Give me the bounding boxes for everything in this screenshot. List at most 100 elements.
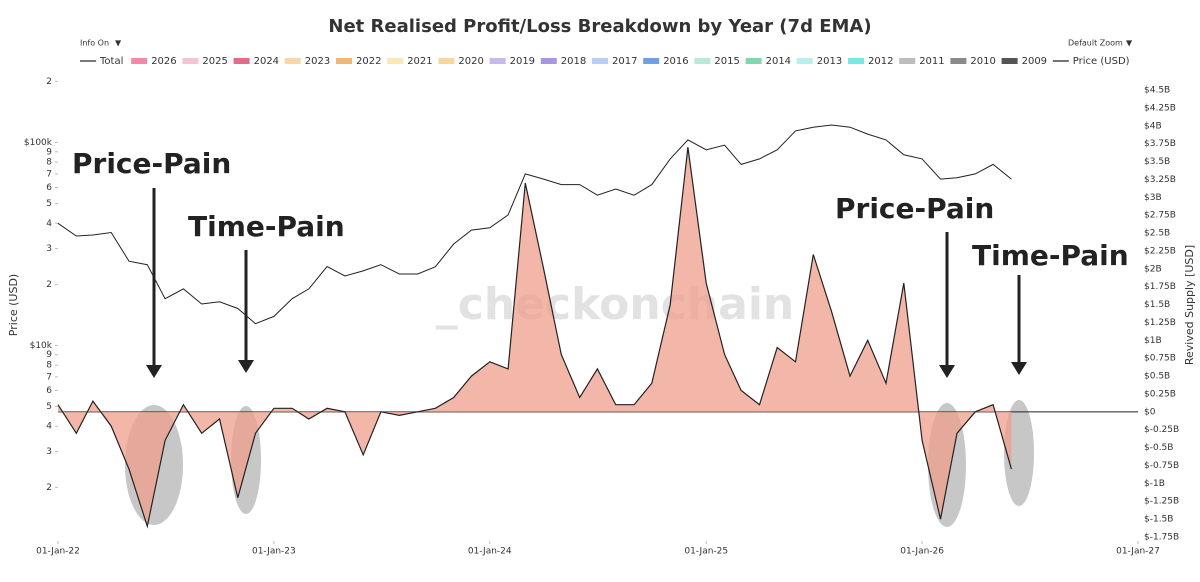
y2-tick-label: $1.25B — [1144, 318, 1176, 328]
legend-swatch — [592, 58, 608, 64]
y2-tick-label: $2.75B — [1144, 211, 1176, 221]
legend-swatch — [489, 58, 506, 64]
highlight — [1004, 400, 1034, 506]
y-tick-label: 2 — [46, 483, 52, 493]
legend-label: 2013 — [817, 56, 842, 67]
y2-tick-label: $-0.25B — [1144, 425, 1179, 435]
legend-label: 2026 — [151, 56, 176, 67]
legend-swatch — [796, 58, 813, 64]
legend-swatch — [438, 58, 455, 64]
y-tick-label: 4 — [46, 219, 52, 229]
legend-swatch — [540, 58, 557, 64]
y2-tick-label: $3.75B — [1144, 139, 1176, 149]
x-tick-label: 01-Jan-23 — [252, 547, 296, 557]
annotation: Price-Pain — [72, 147, 231, 180]
legend-label: 2016 — [663, 56, 688, 67]
legend-label: Price (USD) — [1073, 56, 1130, 67]
watermark: _checkonchain — [436, 279, 794, 330]
zoom-select[interactable]: Default Zoom — [1068, 39, 1123, 48]
y2-tick-label: $-0.75B — [1144, 461, 1179, 471]
y2-tick-label: $0.5B — [1144, 372, 1170, 382]
legend-label: 2021 — [407, 56, 432, 67]
series-line — [57, 147, 1012, 529]
y-tick-label: 9 — [46, 147, 52, 157]
y2-tick-label: $0 — [1144, 407, 1156, 417]
legend-label: 2017 — [612, 56, 637, 67]
legend-label: 2020 — [458, 56, 483, 67]
y-tick-label: 3 — [46, 447, 52, 457]
y-tick-label: $100k — [24, 138, 53, 148]
y2-tick-label: $4B — [1144, 121, 1162, 131]
y-tick-label: 4 — [46, 422, 52, 432]
x-tick-label: 01-Jan-26 — [900, 547, 944, 557]
y-tick-label: 7 — [46, 372, 52, 382]
y2-tick-label: $3.5B — [1144, 157, 1170, 167]
legend-swatch — [1001, 58, 1018, 64]
y-tick-label: 2 — [46, 280, 52, 290]
y2-tick-label: $2B — [1144, 264, 1162, 274]
legend-label: 2014 — [766, 56, 791, 67]
y-tick-label: 9 — [46, 350, 52, 360]
legend-label: 2019 — [510, 56, 535, 67]
y2-tick-label: $1.75B — [1144, 282, 1176, 292]
y2-tick-label: $1B — [1144, 336, 1162, 346]
legend-label: 2022 — [356, 56, 381, 67]
y2-axis-label: Revived Supply [USD] — [1183, 245, 1196, 365]
legend-label: 2015 — [714, 56, 739, 67]
annotation: Time-Pain — [188, 210, 345, 243]
legend-label: 2025 — [202, 56, 227, 67]
arrow-head — [146, 365, 162, 378]
y-tick-label: 5 — [46, 402, 52, 412]
y-tick-label: 8 — [46, 361, 52, 371]
x-tick-label: 01-Jan-27 — [1116, 547, 1160, 557]
y2-tick-label: $0.75B — [1144, 354, 1176, 364]
y2-tick-label: $3B — [1144, 193, 1162, 203]
y2-tick-label: $3.25B — [1144, 175, 1176, 185]
y-tick-label: 2 — [46, 77, 52, 87]
legend-swatch — [182, 58, 199, 64]
dropdown-arrow[interactable]: ▼ — [1126, 39, 1133, 48]
y2-tick-label: $0.25B — [1144, 389, 1176, 399]
y-tick-label: 5 — [46, 199, 52, 209]
legend-swatch — [950, 58, 967, 64]
annotation: Time-Pain — [972, 239, 1129, 272]
y-tick-label: 3 — [46, 244, 52, 254]
y2-tick-label: $2.25B — [1144, 246, 1176, 256]
y2-tick-label: $2.5B — [1144, 229, 1170, 239]
y2-tick-label: $-1.5B — [1144, 515, 1173, 525]
legend-swatch — [848, 58, 864, 64]
legend-label: 2023 — [305, 56, 330, 67]
legend-swatch — [387, 58, 404, 64]
legend-swatch — [131, 58, 148, 64]
legend-label: 2024 — [254, 56, 279, 67]
x-tick-label: 01-Jan-24 — [468, 547, 512, 557]
legend-label: 2009 — [1022, 56, 1047, 67]
legend-swatch — [694, 58, 711, 64]
y2-tick-label: $-0.5B — [1144, 443, 1173, 453]
y2-tick-label: $-1.75B — [1144, 533, 1179, 543]
legend-label: 2010 — [970, 56, 995, 67]
info-toggle[interactable]: Info On — [80, 39, 109, 48]
series-line — [57, 124, 1012, 325]
arrow-head — [238, 360, 254, 373]
legend-swatch — [643, 58, 660, 64]
chart-title: Net Realised Profit/Loss Breakdown by Ye… — [328, 16, 871, 37]
legend-swatch — [284, 58, 301, 64]
arrow-head — [1011, 362, 1027, 375]
legend-swatch — [336, 58, 352, 64]
arrow-head — [939, 365, 955, 378]
legend-label: Total — [99, 56, 123, 67]
dropdown-arrow[interactable]: ▼ — [115, 39, 122, 48]
legend-label: 2018 — [561, 56, 586, 67]
y-axis-label: Price (USD) — [7, 274, 20, 336]
y2-tick-label: $-1B — [1144, 479, 1165, 489]
area — [58, 147, 1012, 527]
legend-label: 2012 — [868, 56, 893, 67]
annotation: Price-Pain — [835, 192, 994, 225]
legend-swatch — [233, 58, 250, 64]
y2-tick-label: $4.25B — [1144, 103, 1176, 113]
y-tick-label: 7 — [46, 169, 52, 179]
y-tick-label: $10k — [30, 341, 53, 351]
y2-tick-label: $4.5B — [1144, 86, 1170, 96]
